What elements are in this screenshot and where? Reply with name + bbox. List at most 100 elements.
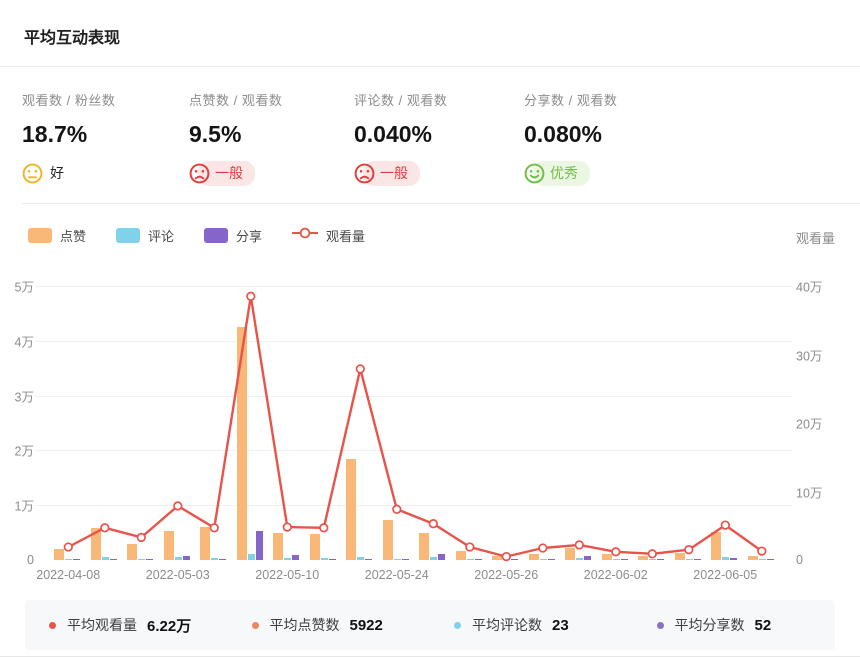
shares-bar: [730, 557, 738, 560]
summary-dot-icon: [656, 621, 664, 629]
shares-bar: [182, 555, 190, 560]
left-axis-tick: 3万: [14, 390, 34, 405]
gridline: [35, 450, 792, 452]
metric-1: 观看数 / 粉丝数 18.7% 好: [22, 90, 182, 189]
x-axis-label: 2022-05-03: [145, 568, 210, 582]
summary-bar: 平均观看量 6.22万 平均点赞数 5922 平均评论数 23 平均分享数 52: [25, 600, 835, 650]
likes-bar: [419, 532, 430, 560]
excellent-face-icon: [524, 163, 545, 183]
comments-bar: [649, 558, 657, 560]
views-point: [538, 543, 548, 553]
likes-bar: [163, 530, 174, 560]
summary-item-2: 平均点赞数 5922: [228, 615, 431, 635]
likes-bar: [273, 533, 284, 560]
legend-item-评论[interactable]: 评论: [116, 226, 174, 245]
shares-bar: [693, 558, 701, 560]
shares-bar: [219, 558, 227, 560]
summary-dot-icon: [251, 621, 259, 629]
legend-label: 观看量: [326, 229, 366, 244]
x-axis-label: 2022-06-05: [693, 568, 758, 582]
views-point: [63, 542, 73, 552]
bar-group: [236, 327, 263, 560]
views-point: [173, 501, 183, 511]
right-y-axis: 0 10万 20万 30万 40万: [796, 281, 840, 568]
legend-item-观看量[interactable]: 观看量: [292, 226, 365, 245]
bar-group: [200, 527, 227, 560]
comments-bar: [466, 558, 474, 560]
legend-swatch-icon: [28, 228, 52, 243]
shares-bar: [474, 558, 482, 560]
comments-bar: [612, 558, 620, 560]
likes-bar: [90, 527, 101, 560]
views-point: [136, 532, 146, 543]
likes-bar: [54, 549, 65, 560]
bar-group: [747, 556, 774, 560]
chart-legend: 点赞 评论 分享 观看量: [28, 226, 365, 245]
comments-bar: [211, 558, 219, 560]
right-axis-title: 观看量: [795, 231, 835, 246]
views-line: [63, 291, 767, 562]
x-axis-label: 2022-04-08: [36, 568, 101, 582]
divider: [22, 203, 860, 204]
comments-bar: [539, 558, 547, 560]
likes-bar: [674, 552, 685, 560]
legend-item-点赞[interactable]: 点赞: [28, 226, 86, 245]
rating-badge: 一般: [189, 160, 255, 186]
bar-group: [309, 534, 336, 560]
views-point: [319, 523, 329, 533]
left-axis-tick: 4万: [14, 335, 34, 350]
metric-value: 0.080%: [524, 121, 603, 147]
shares-bar: [438, 553, 446, 560]
bar-group: [54, 549, 81, 560]
comments-bar: [247, 554, 255, 560]
summary-label: 平均分享数: [674, 617, 745, 633]
shares-bar: [146, 558, 154, 560]
views-point: [611, 547, 621, 557]
summary-dot-icon: [454, 621, 461, 629]
gridline: [35, 395, 792, 397]
views-point: [100, 523, 110, 533]
legend-item-分享[interactable]: 分享: [204, 226, 262, 245]
gridline: [35, 340, 792, 342]
views-point: [246, 291, 256, 301]
views-point: [501, 551, 511, 562]
rating-badge: 好: [22, 162, 64, 184]
views-point: [757, 546, 767, 556]
comments-bar: [393, 558, 401, 560]
comments-bar: [101, 557, 109, 560]
likes-bar: [565, 547, 576, 560]
shares-bar: [328, 558, 336, 560]
rating-badge: 一般: [354, 160, 420, 186]
metric-label: 评论数 / 观看数: [354, 93, 448, 108]
gridline: [35, 286, 792, 287]
summary-label: 平均评论数: [472, 617, 542, 633]
bar-group: [565, 547, 592, 560]
bar-group: [382, 520, 409, 560]
summary-label: 平均观看量: [67, 617, 137, 633]
views-point: [209, 523, 219, 533]
likes-bar: [638, 556, 649, 560]
left-y-axis: 0 1万 2万 3万 4万 5万: [0, 281, 34, 568]
right-axis-tick: 40万: [796, 280, 823, 295]
legend-label: 点赞: [60, 229, 87, 244]
summary-value: 5922: [349, 616, 383, 634]
metric-2: 点赞数 / 观看数 9.5% 一般: [189, 90, 349, 189]
rating-text: 优秀: [533, 160, 590, 186]
bar-group: [674, 552, 701, 560]
bar-group: [346, 459, 373, 560]
shares-bar: [255, 531, 263, 560]
metric-3: 评论数 / 观看数 0.040% 一般: [354, 90, 514, 189]
comments-bar: [65, 558, 73, 560]
comments-bar: [722, 557, 730, 560]
likes-bar: [200, 527, 211, 560]
bar-group: [273, 533, 300, 560]
legend-label: 分享: [236, 229, 263, 244]
summary-item-1: 平均观看量 6.22万: [25, 615, 228, 636]
shares-bar: [620, 558, 628, 560]
bar-group: [711, 532, 738, 560]
shares-bar: [292, 554, 300, 560]
metric-value: 9.5%: [189, 121, 242, 147]
shares-bar: [766, 558, 774, 560]
shares-bar: [109, 558, 117, 560]
